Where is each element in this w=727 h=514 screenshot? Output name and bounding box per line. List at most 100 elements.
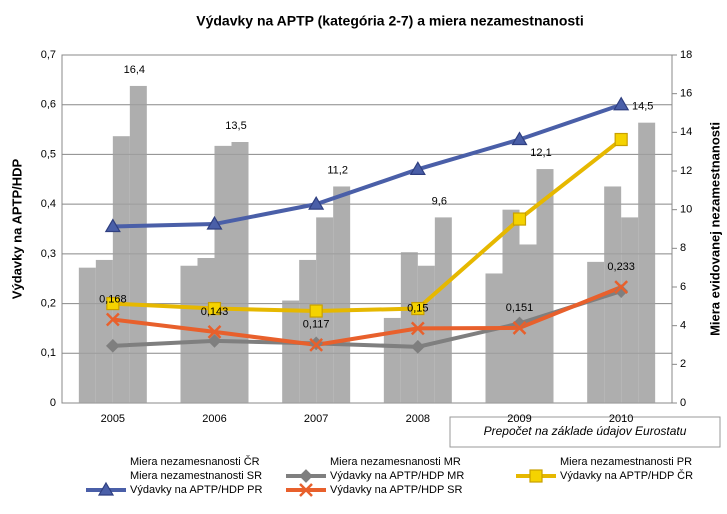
line-marker [206,215,223,230]
bar [434,217,452,403]
line [112,285,622,347]
bar [587,261,605,403]
line-marker [106,296,120,311]
bar [95,259,113,403]
line-marker [511,131,528,146]
bar-value-label: 9,6 [432,195,447,207]
line-value-label: 0,233 [607,261,635,273]
bar-value-label: 16,4 [124,64,145,76]
line-value-label: 0,151 [506,302,534,314]
line [112,137,623,314]
line-marker [410,321,425,336]
line-marker [613,96,630,111]
line-marker [105,338,120,353]
line-marker [411,301,425,316]
line-marker [207,334,222,348]
y2-tick-label: 8 [680,242,686,254]
line-marker [308,195,325,210]
line [112,102,622,229]
y-tick-label: 0,5 [41,148,56,160]
bar [78,267,96,403]
bar-value-label: 11,2 [327,164,348,176]
line-marker [105,312,120,327]
line-marker [104,218,121,233]
y2-tick-label: 16 [680,88,692,100]
legend-label: Miera nezamesnanosti ČR [130,455,260,468]
x-tick-label: 2007 [304,413,328,425]
line-marker [512,321,527,335]
x-tick-label: 2008 [406,413,430,425]
chart-title: Výdavky na APTP (kategória 2-7) a miera … [196,13,584,29]
legend-marker [97,481,115,496]
y-tick-label: 0,7 [41,49,56,61]
line-marker [512,212,527,226]
y2-tick-label: 12 [680,165,692,177]
y-tick-label: 0,2 [41,297,56,309]
bar [417,265,435,403]
bar-value-label: 13,5 [225,120,246,132]
bar [400,252,418,403]
line-value-label: 0,143 [201,306,229,318]
legend-label: Miera nezamestnanosti PR [560,456,692,468]
bar [214,145,232,403]
legend-label: Miera nezamesnanosti MR [330,456,461,468]
annotation: Prepočet na základe údajov Eurostatu [484,424,687,438]
bar [536,169,554,403]
x-tick-label: 2005 [101,413,125,425]
legend-label: Výdavky na APTP/HDP ČR [560,469,693,482]
line-marker [207,301,222,316]
line-marker [207,325,222,339]
x-tick-label: 2006 [202,413,226,425]
bar [112,136,130,403]
line-marker [614,284,629,298]
line-marker [409,161,426,175]
bar [638,122,656,404]
bar-value-label: 12,1 [530,147,551,159]
y-axis-title: Výdavky na APTP/HDP [9,158,24,299]
legend-marker [529,469,543,483]
bar [485,273,503,403]
legend-label: Miera nezamestnanosti SR [130,470,262,482]
y-tick-label: 0,6 [41,99,56,111]
line-marker [309,304,323,318]
y2-axis-title: Miera evidovanej nezamestnanosti [707,122,722,336]
line-marker [614,280,629,295]
bar [502,209,520,403]
y-tick-label: 0 [50,397,56,409]
bar [231,142,249,403]
note-box [449,416,721,448]
bar [129,85,147,403]
legend-marker [299,483,313,497]
y2-tick-label: 10 [680,204,692,216]
y2-tick-label: 2 [680,358,686,370]
y-tick-label: 0,1 [41,347,56,359]
bar-value-label: 14,5 [632,101,653,113]
y2-tick-label: 0 [680,397,686,409]
line-value-label: 0,168 [99,293,127,305]
line-value-label: 0,117 [303,319,330,331]
line-marker [614,132,628,147]
legend-marker [299,469,313,483]
bar [180,265,198,403]
legend-label: Výdavky na APTP/HDP SR [330,484,463,496]
bar [333,186,351,403]
legend-label: Výdavky na APTP/HDP MR [330,470,464,482]
y2-tick-label: 14 [680,126,692,138]
y2-tick-label: 4 [680,320,686,332]
bar [621,217,639,403]
x-tick-label: 2009 [507,413,531,425]
line [112,289,622,349]
y-tick-label: 0,4 [41,198,56,210]
line-marker [309,337,324,352]
plot-area [61,54,673,404]
y2-tick-label: 6 [680,281,686,293]
bar [383,317,401,403]
line-marker [410,339,425,354]
bar [299,259,317,403]
y2-tick-label: 18 [680,49,692,61]
x-tick-label: 2010 [609,413,633,425]
bar [282,300,300,403]
y-tick-label: 0,3 [41,248,56,260]
legend-label: Výdavky na APTP/HDP PR [130,484,263,496]
